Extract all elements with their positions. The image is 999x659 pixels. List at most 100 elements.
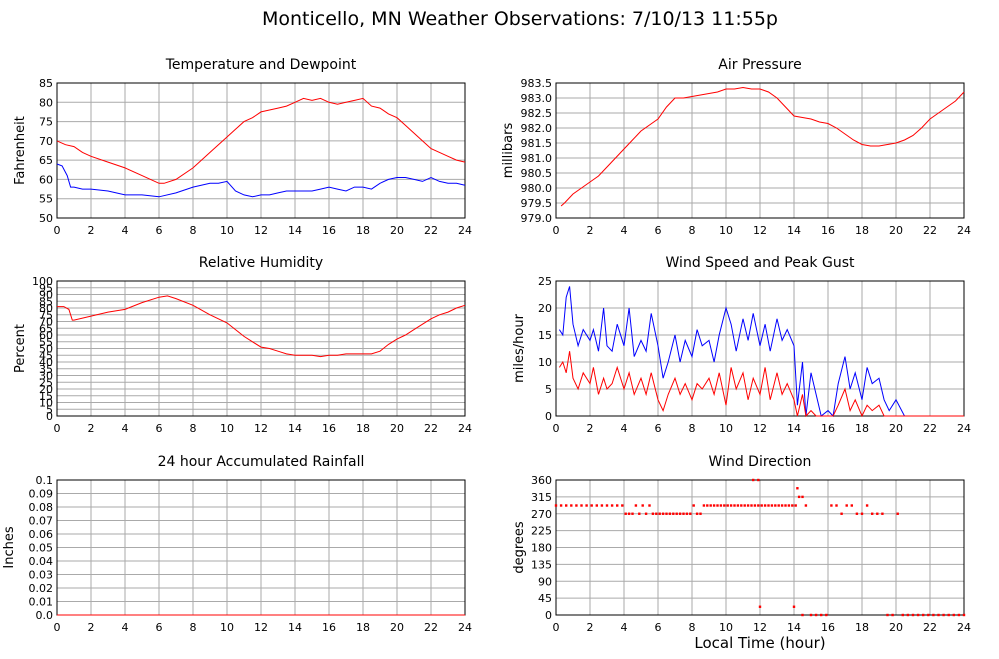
data-point bbox=[658, 512, 661, 515]
data-point bbox=[962, 613, 966, 617]
y-tick-label: 982.5 bbox=[521, 107, 553, 120]
chart-title: Air Pressure bbox=[718, 57, 801, 73]
y-tick-label: 35 bbox=[39, 363, 53, 376]
x-tick-label: 22 bbox=[424, 224, 438, 237]
data-point bbox=[901, 613, 904, 617]
data-point bbox=[627, 512, 631, 515]
data-point bbox=[932, 613, 935, 617]
x-tick-label: 8 bbox=[689, 224, 696, 237]
y-tick-label: 0.07 bbox=[29, 515, 54, 528]
x-tick-label: 24 bbox=[957, 422, 971, 435]
chart-rain: 24 hour Accumulated RainfallInches0.00.0… bbox=[2, 454, 472, 634]
x-tick-label: 22 bbox=[424, 621, 438, 634]
x-tick-label: 20 bbox=[889, 422, 903, 435]
data-point bbox=[891, 613, 894, 617]
x-tick-label: 18 bbox=[855, 621, 869, 634]
data-point bbox=[835, 504, 838, 507]
x-tick-label: 14 bbox=[288, 621, 302, 634]
x-tick-label: 8 bbox=[190, 621, 197, 634]
y-tick-label: 50 bbox=[39, 343, 53, 356]
data-point bbox=[736, 504, 740, 507]
x-tick-label: 16 bbox=[821, 621, 835, 634]
plot-frame bbox=[555, 82, 965, 219]
data-point bbox=[616, 504, 619, 507]
y-tick-label: 0.05 bbox=[29, 542, 54, 555]
x-tick-label: 10 bbox=[719, 621, 733, 634]
x-tick-label: 0 bbox=[553, 621, 560, 634]
y-tick-label: 0.08 bbox=[29, 501, 54, 514]
data-point bbox=[661, 512, 665, 515]
x-tick-label: 10 bbox=[220, 224, 234, 237]
data-point bbox=[787, 504, 791, 507]
y-axis-label: degrees bbox=[512, 521, 527, 574]
page-title: Monticello, MN Weather Observations: 7/1… bbox=[261, 8, 778, 30]
y-tick-label: 10 bbox=[538, 356, 552, 369]
x-tick-label: 16 bbox=[821, 422, 835, 435]
chart-temp: Temperature and DewpointFahrenheit505560… bbox=[13, 57, 472, 237]
y-tick-label: 983.5 bbox=[521, 77, 553, 90]
y-tick-label: 20 bbox=[538, 302, 552, 315]
x-tick-label: 8 bbox=[190, 422, 197, 435]
y-tick-label: 50 bbox=[39, 212, 53, 225]
x-tick-label: 0 bbox=[54, 224, 61, 237]
y-tick-label: 0.03 bbox=[29, 569, 54, 582]
data-point bbox=[672, 512, 675, 515]
y-tick-label: 983.0 bbox=[521, 92, 553, 105]
x-tick-label: 20 bbox=[390, 224, 404, 237]
data-point bbox=[580, 504, 583, 507]
data-point bbox=[937, 613, 940, 617]
x-tick-label: 16 bbox=[322, 621, 336, 634]
x-tick-label: 24 bbox=[458, 422, 472, 435]
data-point bbox=[791, 504, 794, 507]
y-tick-label: 40 bbox=[39, 356, 53, 369]
data-point bbox=[752, 478, 755, 482]
x-tick-label: 16 bbox=[322, 422, 336, 435]
data-point bbox=[860, 512, 864, 515]
data-point bbox=[651, 512, 655, 515]
data-point bbox=[600, 504, 604, 507]
y-tick-label: 979.0 bbox=[521, 212, 553, 225]
data-point bbox=[624, 512, 627, 515]
y-tick-label: 90 bbox=[538, 575, 552, 588]
data-point bbox=[655, 512, 658, 515]
data-point bbox=[845, 504, 848, 507]
data-point bbox=[570, 504, 573, 507]
x-tick-label: 20 bbox=[390, 621, 404, 634]
y-axis-label: Fahrenheit bbox=[13, 116, 28, 185]
y-tick-label: 60 bbox=[39, 329, 53, 342]
x-tick-label: 2 bbox=[88, 621, 95, 634]
x-tick-label: 22 bbox=[923, 621, 937, 634]
data-point bbox=[733, 504, 736, 507]
y-tick-label: 0 bbox=[46, 410, 53, 423]
data-point bbox=[850, 504, 853, 507]
x-tick-label: 14 bbox=[288, 224, 302, 237]
y-tick-label: 80 bbox=[39, 302, 53, 315]
plot-frame bbox=[555, 280, 965, 417]
y-tick-label: 5 bbox=[545, 383, 552, 396]
y-tick-label: 225 bbox=[531, 525, 552, 538]
x-tick-label: 2 bbox=[88, 224, 95, 237]
data-point bbox=[678, 512, 682, 515]
data-point bbox=[685, 512, 689, 515]
y-tick-label: 80 bbox=[39, 96, 53, 109]
chart-title: Wind Speed and Peak Gust bbox=[666, 255, 855, 271]
y-tick-label: 45 bbox=[39, 349, 53, 362]
data-point bbox=[644, 512, 648, 515]
x-tick-label: 2 bbox=[587, 224, 594, 237]
data-point bbox=[767, 504, 770, 507]
y-tick-label: 0.04 bbox=[29, 555, 54, 568]
x-tick-label: 10 bbox=[719, 224, 733, 237]
data-point bbox=[590, 504, 593, 507]
data-point bbox=[605, 504, 609, 507]
data-point bbox=[641, 504, 644, 507]
data-point bbox=[595, 504, 598, 507]
x-tick-label: 4 bbox=[621, 224, 628, 237]
series-line-0 bbox=[57, 295, 466, 358]
x-tick-label: 4 bbox=[621, 422, 628, 435]
data-point bbox=[777, 504, 780, 507]
data-point bbox=[648, 504, 651, 507]
x-tick-label: 12 bbox=[254, 224, 268, 237]
data-point bbox=[916, 613, 920, 617]
x-tick-label: 8 bbox=[689, 621, 696, 634]
y-tick-label: 15 bbox=[538, 329, 552, 342]
